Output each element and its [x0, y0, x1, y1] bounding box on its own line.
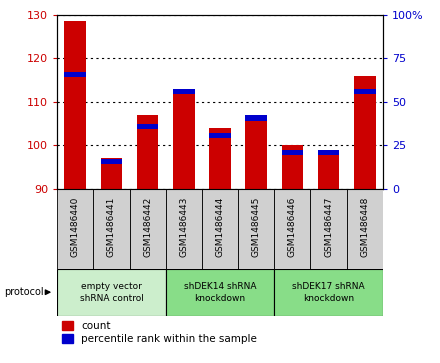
Bar [354, 76, 376, 189]
FancyBboxPatch shape [347, 189, 383, 269]
Text: GSM1486441: GSM1486441 [107, 197, 116, 257]
Text: GSM1486442: GSM1486442 [143, 197, 152, 257]
FancyBboxPatch shape [274, 269, 383, 316]
Text: shDEK14 shRNA
knockdown: shDEK14 shRNA knockdown [184, 282, 256, 303]
FancyBboxPatch shape [57, 269, 166, 316]
Bar [246, 121, 267, 189]
FancyBboxPatch shape [166, 189, 202, 269]
Legend: count, percentile rank within the sample: count, percentile rank within the sample [62, 321, 257, 344]
Bar [318, 150, 339, 189]
Text: GSM1486444: GSM1486444 [216, 197, 224, 257]
Bar [101, 158, 122, 189]
FancyBboxPatch shape [129, 189, 166, 269]
Bar [246, 115, 267, 121]
FancyBboxPatch shape [274, 189, 311, 269]
Text: GSM1486448: GSM1486448 [360, 197, 369, 257]
Text: GSM1486440: GSM1486440 [71, 197, 80, 257]
FancyBboxPatch shape [93, 189, 129, 269]
FancyBboxPatch shape [57, 189, 93, 269]
Text: GSM1486445: GSM1486445 [252, 197, 260, 257]
Bar [209, 133, 231, 138]
Bar [282, 145, 303, 189]
Bar [318, 150, 339, 155]
FancyBboxPatch shape [238, 189, 274, 269]
Bar [137, 124, 158, 129]
FancyBboxPatch shape [166, 269, 274, 316]
Bar [64, 72, 86, 77]
Bar [137, 115, 158, 189]
Text: protocol: protocol [4, 287, 44, 297]
FancyBboxPatch shape [311, 189, 347, 269]
Bar [101, 159, 122, 164]
Bar [64, 21, 86, 189]
Text: GSM1486443: GSM1486443 [180, 197, 188, 257]
Bar [209, 128, 231, 189]
Bar [282, 150, 303, 155]
Text: shDEK17 shRNA
knockdown: shDEK17 shRNA knockdown [292, 282, 365, 303]
Bar [173, 89, 194, 189]
FancyBboxPatch shape [202, 189, 238, 269]
Bar [354, 89, 376, 94]
Bar [173, 89, 194, 94]
Text: GSM1486446: GSM1486446 [288, 197, 297, 257]
Text: empty vector
shRNA control: empty vector shRNA control [80, 282, 143, 303]
Text: GSM1486447: GSM1486447 [324, 197, 333, 257]
